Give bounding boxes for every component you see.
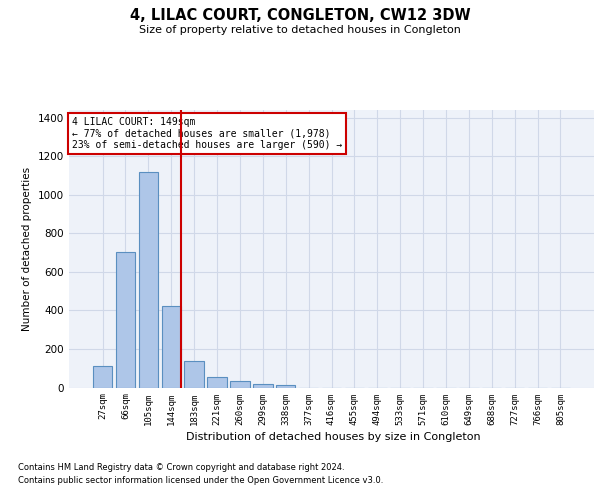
Bar xyxy=(116,252,135,388)
Text: 4 LILAC COURT: 149sqm
← 77% of detached houses are smaller (1,978)
23% of semi-d: 4 LILAC COURT: 149sqm ← 77% of detached … xyxy=(71,117,342,150)
Text: Contains HM Land Registry data © Crown copyright and database right 2024.: Contains HM Land Registry data © Crown c… xyxy=(18,464,344,472)
Text: Contains public sector information licensed under the Open Government Licence v3: Contains public sector information licen… xyxy=(18,476,383,485)
Text: Distribution of detached houses by size in Congleton: Distribution of detached houses by size … xyxy=(185,432,481,442)
Bar xyxy=(139,172,158,388)
Text: Size of property relative to detached houses in Congleton: Size of property relative to detached ho… xyxy=(139,25,461,35)
Bar xyxy=(276,385,295,388)
Bar xyxy=(253,384,272,388)
Bar xyxy=(230,382,250,388)
Bar xyxy=(161,306,181,388)
Bar xyxy=(208,377,227,388)
Text: 4, LILAC COURT, CONGLETON, CW12 3DW: 4, LILAC COURT, CONGLETON, CW12 3DW xyxy=(130,8,470,22)
Bar xyxy=(184,361,204,388)
Y-axis label: Number of detached properties: Number of detached properties xyxy=(22,166,32,331)
Bar xyxy=(93,366,112,388)
